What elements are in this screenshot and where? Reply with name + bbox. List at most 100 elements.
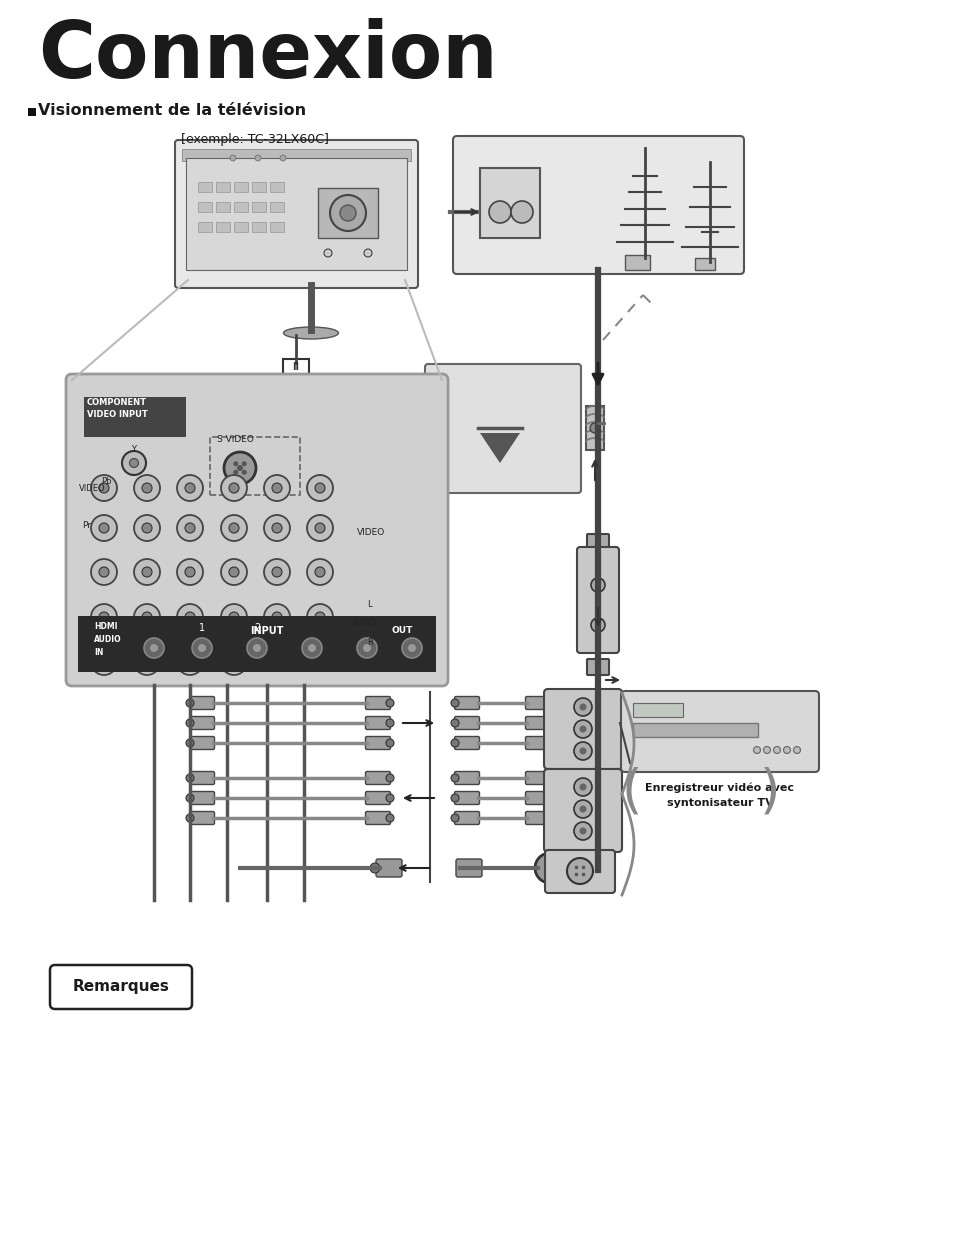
Circle shape: [264, 559, 290, 585]
Bar: [624, 254, 649, 270]
Circle shape: [753, 746, 760, 753]
Circle shape: [186, 814, 193, 823]
Circle shape: [142, 567, 152, 577]
Bar: [210, 437, 299, 495]
FancyBboxPatch shape: [454, 716, 479, 730]
Bar: [186, 158, 407, 270]
Circle shape: [451, 719, 458, 727]
Circle shape: [91, 475, 117, 501]
Circle shape: [91, 515, 117, 541]
Circle shape: [386, 794, 394, 802]
Circle shape: [91, 559, 117, 585]
Circle shape: [330, 195, 366, 231]
Circle shape: [386, 739, 394, 747]
Text: L: L: [367, 600, 372, 609]
Circle shape: [186, 719, 193, 727]
FancyBboxPatch shape: [525, 697, 550, 709]
FancyBboxPatch shape: [190, 772, 214, 784]
Circle shape: [229, 613, 239, 622]
Text: Connexion: Connexion: [38, 19, 497, 94]
Bar: [198, 222, 212, 232]
Bar: [233, 182, 248, 191]
Circle shape: [177, 475, 203, 501]
Bar: [215, 203, 230, 212]
Circle shape: [254, 156, 261, 161]
Bar: [633, 722, 758, 737]
Circle shape: [272, 613, 282, 622]
Bar: [317, 188, 377, 238]
Circle shape: [264, 515, 290, 541]
Circle shape: [230, 156, 235, 161]
FancyBboxPatch shape: [190, 716, 214, 730]
FancyBboxPatch shape: [577, 547, 618, 653]
FancyBboxPatch shape: [525, 772, 550, 784]
Circle shape: [535, 853, 564, 883]
FancyBboxPatch shape: [190, 697, 214, 709]
FancyBboxPatch shape: [174, 140, 417, 288]
Circle shape: [451, 699, 458, 706]
Circle shape: [578, 704, 586, 710]
Bar: [182, 149, 411, 161]
Circle shape: [185, 483, 194, 493]
Circle shape: [386, 774, 394, 782]
Circle shape: [186, 699, 193, 706]
Circle shape: [574, 720, 592, 739]
Text: ): ): [759, 767, 780, 819]
Circle shape: [177, 559, 203, 585]
Text: Pr: Pr: [82, 520, 91, 530]
Bar: [633, 703, 682, 718]
Circle shape: [247, 638, 267, 658]
Circle shape: [142, 613, 152, 622]
Circle shape: [241, 461, 247, 467]
FancyBboxPatch shape: [454, 811, 479, 825]
FancyBboxPatch shape: [365, 792, 390, 804]
Circle shape: [185, 657, 194, 667]
Bar: [283, 359, 309, 375]
Circle shape: [339, 205, 355, 221]
FancyBboxPatch shape: [453, 136, 743, 274]
FancyBboxPatch shape: [454, 736, 479, 750]
Circle shape: [324, 249, 332, 257]
Circle shape: [566, 858, 593, 884]
Circle shape: [133, 515, 160, 541]
Circle shape: [574, 742, 592, 760]
Circle shape: [229, 522, 239, 534]
Circle shape: [236, 466, 243, 471]
Circle shape: [177, 650, 203, 676]
FancyBboxPatch shape: [543, 689, 621, 769]
Circle shape: [142, 483, 152, 493]
Circle shape: [186, 774, 193, 782]
Circle shape: [363, 643, 371, 652]
Bar: [270, 222, 284, 232]
Circle shape: [545, 739, 554, 747]
Circle shape: [185, 522, 194, 534]
Circle shape: [264, 475, 290, 501]
Circle shape: [511, 201, 533, 224]
Circle shape: [489, 201, 511, 224]
Circle shape: [578, 747, 586, 755]
FancyBboxPatch shape: [454, 697, 479, 709]
Circle shape: [280, 156, 286, 161]
Text: VIDEO: VIDEO: [356, 529, 385, 537]
Text: 1: 1: [199, 622, 205, 634]
Polygon shape: [479, 433, 519, 463]
Circle shape: [99, 567, 109, 577]
FancyBboxPatch shape: [525, 716, 550, 730]
FancyBboxPatch shape: [620, 692, 818, 772]
Circle shape: [307, 475, 333, 501]
Circle shape: [386, 699, 394, 706]
Circle shape: [545, 719, 554, 727]
Circle shape: [545, 774, 554, 782]
Bar: [233, 222, 248, 232]
Circle shape: [221, 475, 247, 501]
Circle shape: [307, 604, 333, 630]
Circle shape: [408, 643, 416, 652]
FancyBboxPatch shape: [454, 792, 479, 804]
Text: VIDEO: VIDEO: [79, 483, 106, 493]
Circle shape: [198, 643, 206, 652]
Circle shape: [272, 483, 282, 493]
Circle shape: [99, 657, 109, 667]
Bar: [252, 222, 266, 232]
Text: AUDIO: AUDIO: [352, 618, 376, 627]
Circle shape: [782, 746, 790, 753]
